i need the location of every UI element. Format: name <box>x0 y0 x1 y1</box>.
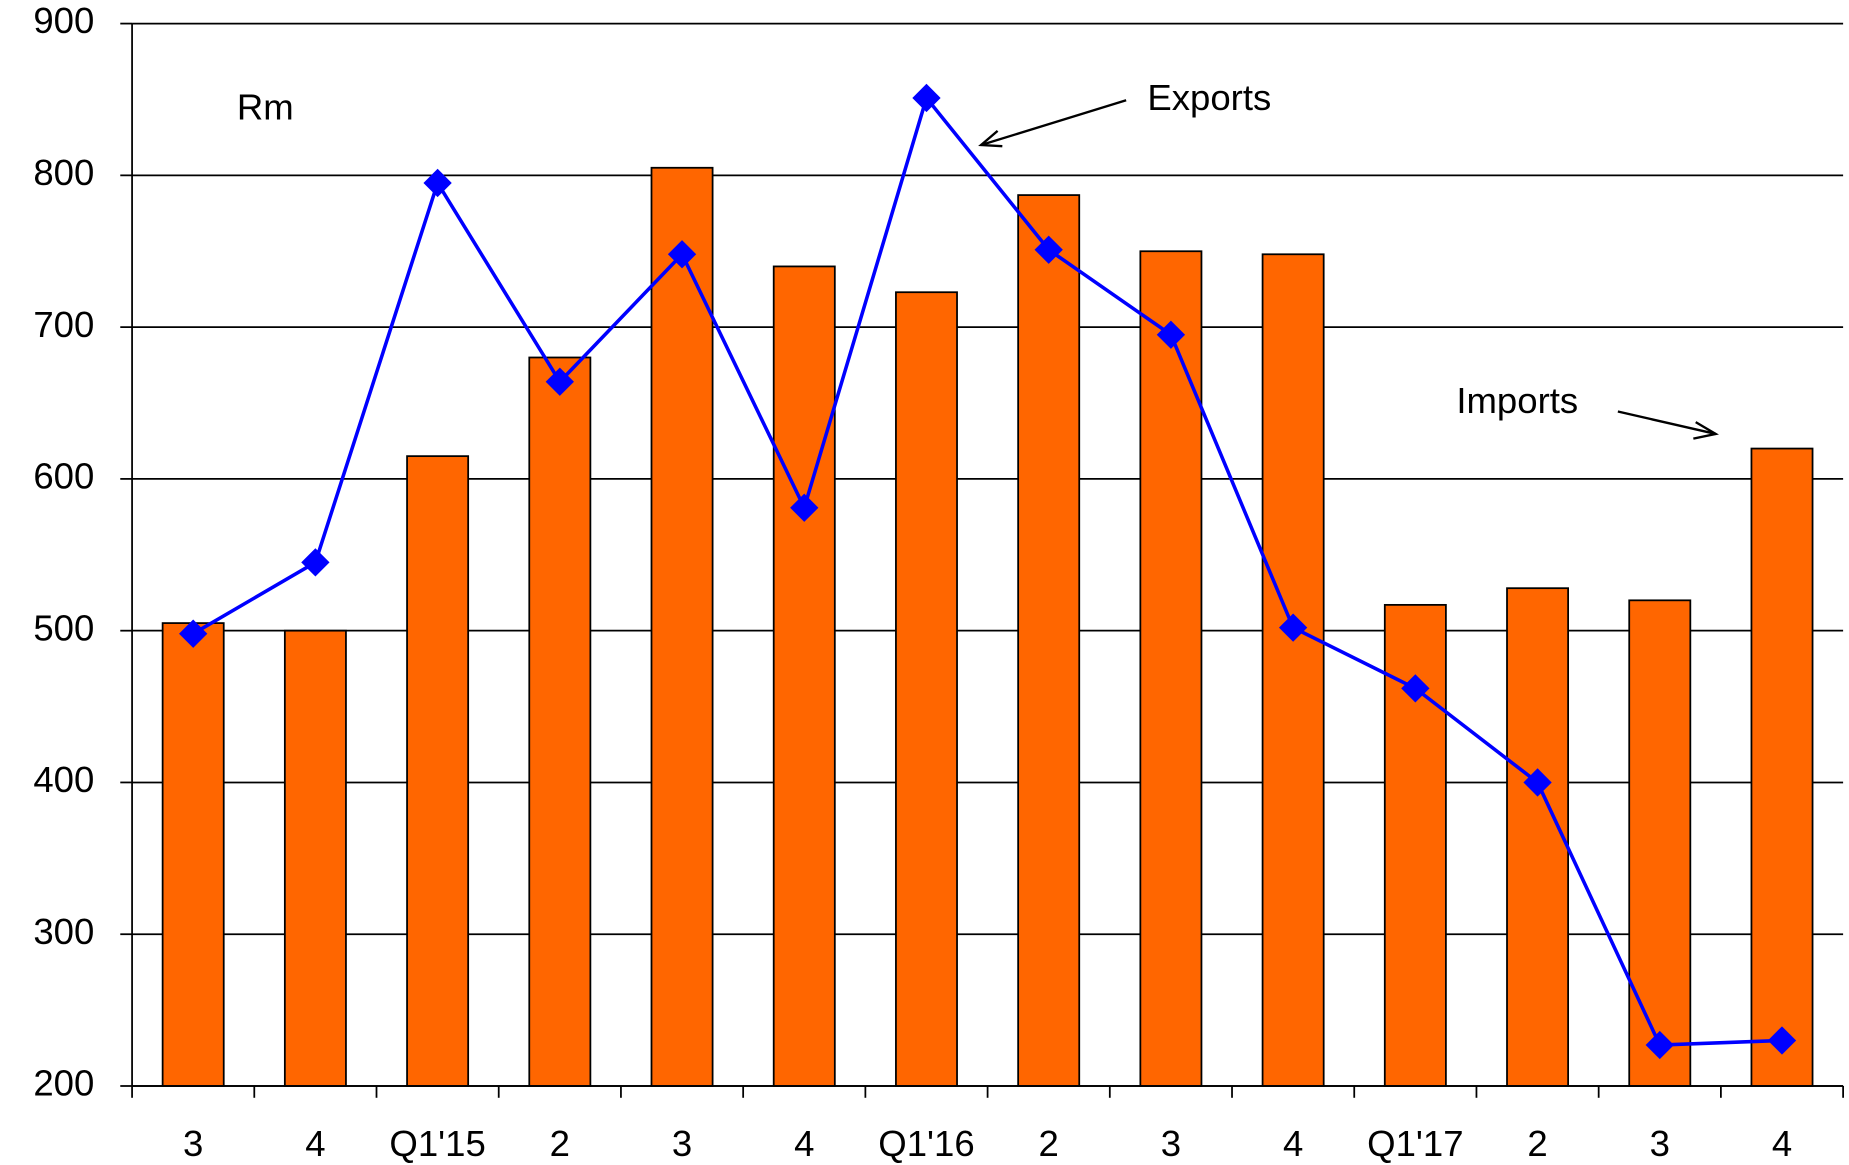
exports-annotation: Exports <box>1147 77 1271 118</box>
bar <box>1750 447 1814 1087</box>
imports-arrow <box>1617 410 1717 436</box>
marker <box>301 548 330 577</box>
y-tick-label: 700 <box>33 304 94 345</box>
y-tick-label: 200 <box>33 1063 94 1104</box>
x-tick-label: Q1'16 <box>878 1123 974 1164</box>
bar <box>1628 599 1692 1087</box>
x-tick-label: 3 <box>1650 1123 1670 1164</box>
x-tick-label: Q1'15 <box>389 1123 485 1164</box>
exports-arrow <box>980 99 1127 147</box>
bar <box>528 356 592 1087</box>
x-tick-label: 3 <box>1161 1123 1181 1164</box>
marker <box>179 619 208 648</box>
marker <box>912 83 941 113</box>
y-unit-label: Rm <box>237 86 294 127</box>
bar <box>283 629 347 1087</box>
marker <box>1156 320 1186 349</box>
bar <box>1261 253 1325 1087</box>
bar <box>1139 250 1203 1087</box>
y-tick-label: 600 <box>33 456 94 497</box>
y-tick-label: 300 <box>33 911 94 952</box>
bar <box>650 166 714 1087</box>
imports-annotation: Imports <box>1456 380 1578 421</box>
y-tick-label: 900 <box>33 0 94 41</box>
y-tick-label: 800 <box>33 152 94 193</box>
x-tick-label: 2 <box>1039 1123 1059 1164</box>
x-tick-label: 2 <box>1527 1123 1547 1164</box>
marker <box>667 240 697 269</box>
x-tick-label: Q1'17 <box>1367 1123 1463 1164</box>
x-tick-label: 4 <box>305 1123 325 1164</box>
annotation-arrows <box>978 99 1719 440</box>
line <box>192 94 1783 1047</box>
x-tick-label: 3 <box>672 1123 692 1164</box>
marker <box>545 367 574 396</box>
x-tick-label: 4 <box>1772 1123 1792 1164</box>
bar <box>895 291 958 1087</box>
exports-arrowhead <box>978 129 1003 148</box>
bar <box>772 265 836 1087</box>
bar <box>161 622 225 1087</box>
y-tick-label: 400 <box>33 759 94 800</box>
x-tick-label: 3 <box>183 1123 203 1164</box>
marker <box>1034 235 1063 264</box>
marker <box>1401 674 1430 703</box>
bar <box>406 455 470 1087</box>
x-tick-label: 2 <box>550 1123 570 1164</box>
marker <box>1645 1030 1674 1060</box>
bar <box>1506 587 1570 1087</box>
marker <box>790 493 819 522</box>
imports-arrowhead <box>1693 421 1719 440</box>
x-tick-label: 4 <box>1283 1123 1303 1164</box>
marker <box>423 168 452 198</box>
x-tick-label: 4 <box>794 1123 814 1164</box>
bar <box>1017 194 1081 1087</box>
y-tick-label: 500 <box>33 607 94 648</box>
bar <box>1383 603 1447 1087</box>
